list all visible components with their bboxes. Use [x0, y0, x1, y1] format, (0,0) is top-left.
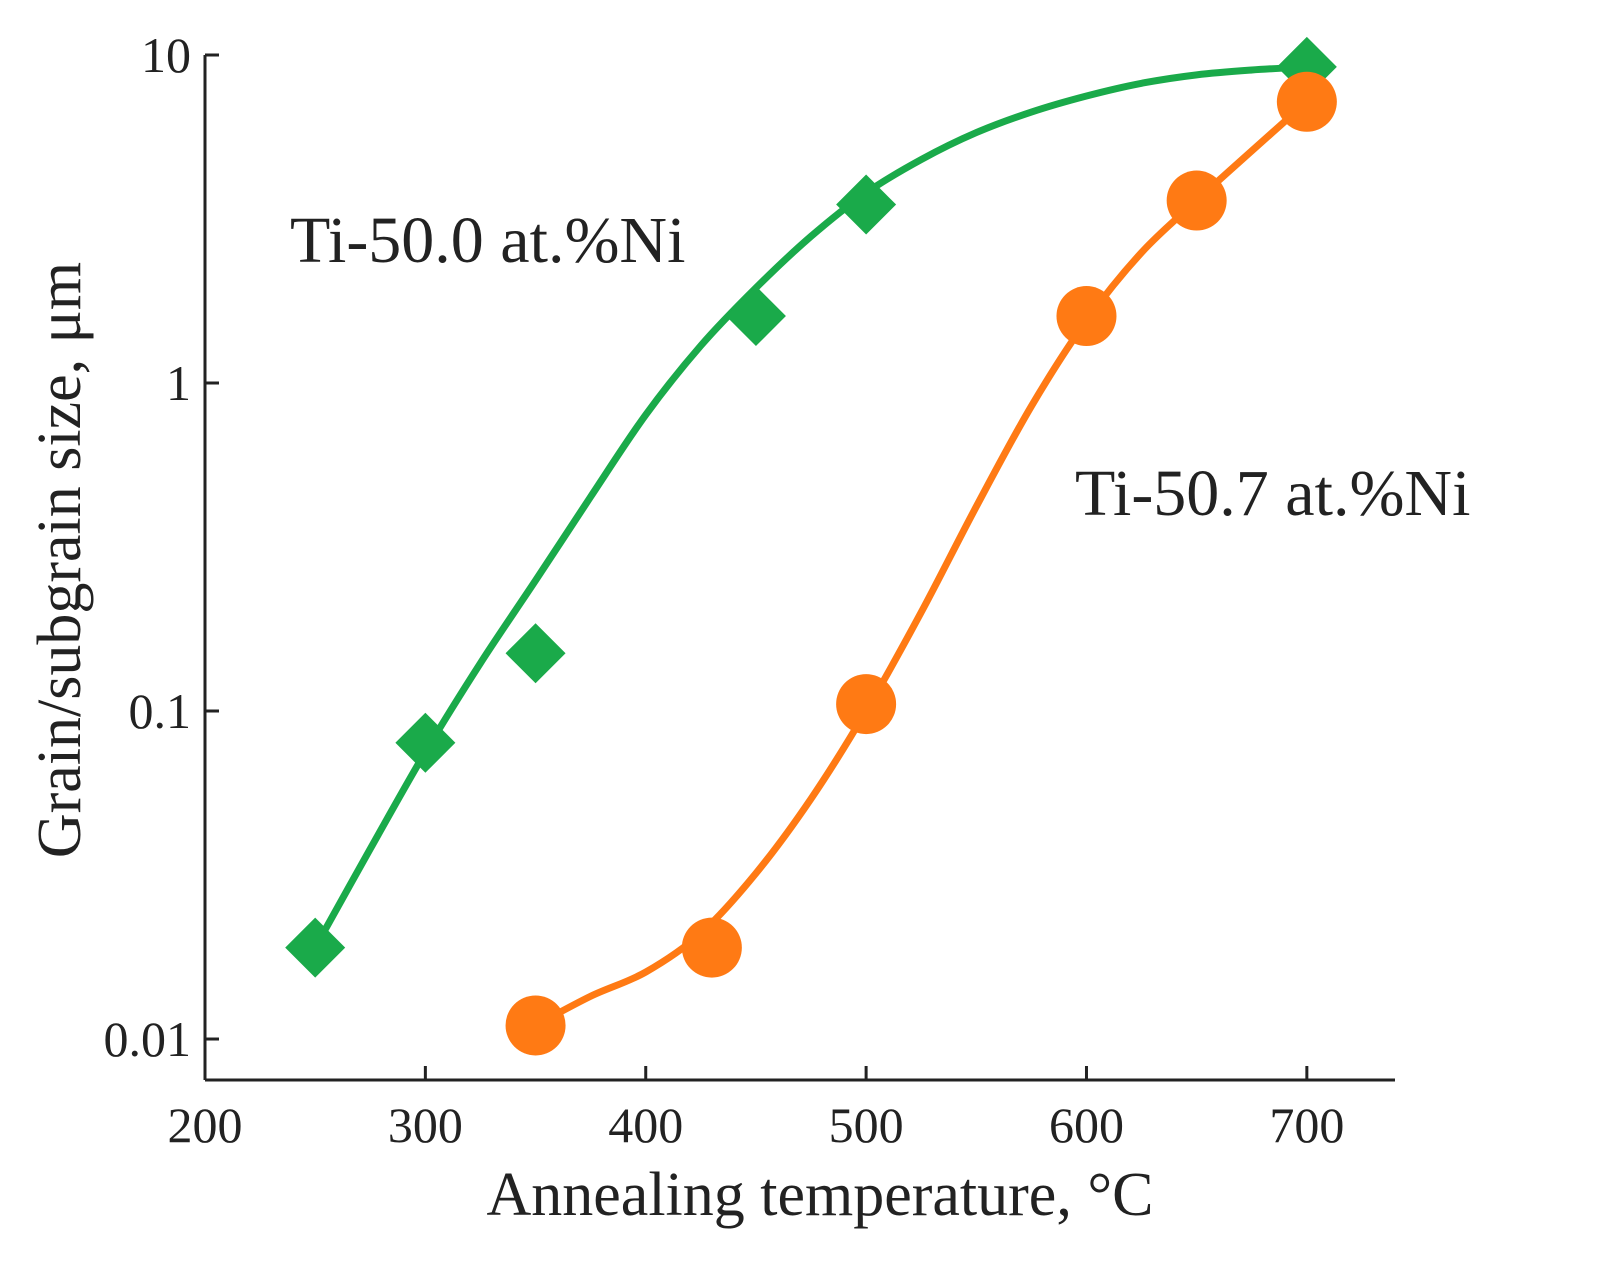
x-tick-label: 500 [829, 1097, 904, 1153]
y-tick-label: 0.01 [104, 1011, 192, 1067]
series-label-ti-50-0: Ti-50.0 at.%Ni [290, 204, 685, 277]
series-label-ti-50-7: Ti-50.7 at.%Ni [1075, 457, 1470, 530]
series-1-point [681, 917, 742, 978]
series-0-fit-curve [311, 63, 1311, 952]
axes: 200 300 400 500 600 700 0.01 0.1 1 10 [104, 27, 1395, 1153]
x-tick-label: 200 [168, 1097, 243, 1153]
series-0-point [836, 174, 897, 235]
series-0-point [725, 286, 786, 347]
series-1-point [836, 674, 897, 735]
y-tick-label: 0.1 [129, 683, 192, 739]
x-tick-label: 300 [388, 1097, 463, 1153]
y-tick-label: 10 [141, 27, 191, 83]
y-tick-label: 1 [166, 355, 191, 411]
x-axis-title: Annealing temperature, °C [487, 1161, 1154, 1229]
series-0-point [505, 623, 566, 684]
x-tick-label: 600 [1049, 1097, 1124, 1153]
x-tick-label: 400 [608, 1097, 683, 1153]
x-tick-label: 700 [1269, 1097, 1344, 1153]
series-0-point [395, 712, 456, 773]
series-1-point [1056, 286, 1117, 347]
data-markers [285, 36, 1337, 1056]
series-1-point [505, 995, 566, 1056]
series-1-point [1166, 170, 1227, 231]
y-axis-title: Grain/subgrain size, μm [26, 262, 94, 858]
series-1-point [1276, 71, 1337, 132]
series-0-point [285, 917, 346, 978]
